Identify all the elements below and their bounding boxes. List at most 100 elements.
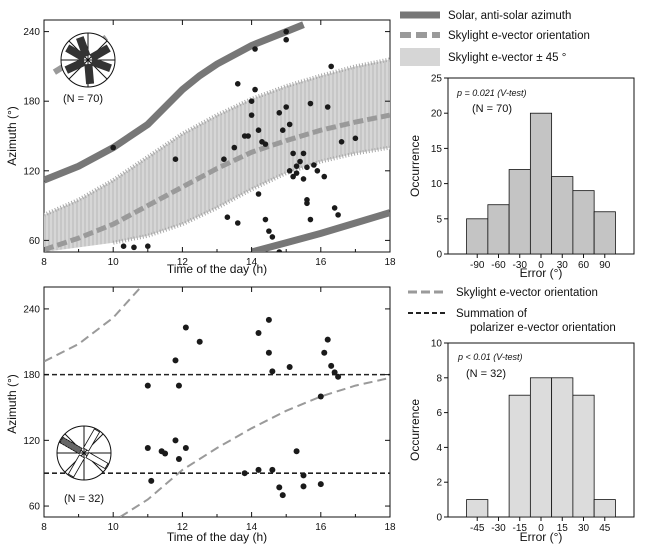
- x-tick-label: 16: [315, 522, 327, 533]
- data-point: [276, 249, 283, 252]
- x-tick-label: 14: [246, 522, 258, 533]
- bottom-scatter-ylabel: Azimuth (°): [5, 374, 19, 433]
- data-point: [265, 349, 272, 356]
- data-point: [262, 216, 269, 223]
- curve-group: [44, 287, 390, 517]
- x-tick-label: -30: [513, 260, 528, 271]
- data-point: [131, 244, 137, 251]
- x-tick-label: -30: [491, 523, 506, 534]
- data-point: [279, 127, 286, 133]
- data-point: [231, 144, 238, 151]
- x-tick-label: 0: [538, 260, 544, 271]
- hist-bar: [572, 394, 595, 518]
- compass-icon: [60, 32, 116, 88]
- y-tick-label: 6: [436, 408, 442, 419]
- bottom-hist-xlabel: Error (°): [520, 530, 563, 544]
- data-point: [234, 220, 241, 226]
- data-point: [255, 191, 262, 197]
- legend-band-label: Skylight e-vector ± 45 °: [448, 52, 566, 64]
- evector-band: [44, 57, 390, 252]
- x-tick-label: 18: [384, 522, 396, 533]
- y-tick-label: 60: [29, 236, 41, 247]
- x-tick-label: 90: [599, 260, 611, 271]
- y-tick-label: 4: [436, 443, 442, 454]
- data-point: [182, 324, 189, 331]
- data-point: [300, 483, 307, 490]
- data-point: [255, 127, 262, 133]
- bottom-scatter-n-label: (N = 32): [64, 493, 104, 505]
- data-point: [317, 481, 324, 488]
- data-point: [245, 133, 251, 139]
- polarizer-compass-icon: [56, 425, 112, 481]
- x-tick-label: 12: [177, 257, 189, 268]
- bottom-hist-panel: -45 -30 -15 0 15 30 45 0 2 4 6 8 10 p < 0.01 (V-test…: [408, 339, 635, 544]
- top-hist-xlabel: Error (°): [520, 266, 563, 280]
- data-point: [331, 369, 338, 376]
- y-tick-label: 15: [431, 144, 443, 155]
- data-point: [265, 316, 272, 323]
- y-tick-label: 120: [23, 436, 40, 447]
- y-tick-label: 0: [436, 250, 442, 261]
- top-scatter-axes: 8 10 12 14 16 18 60 120 180 240: [23, 20, 396, 268]
- data-point: [175, 382, 182, 389]
- bottom-hist-axes: -45 -30 -15 0 15 30 45 0 2 4 6 8 10: [431, 339, 611, 535]
- data-point: [144, 382, 151, 389]
- scatter-points: [144, 316, 342, 499]
- x-tick-label: 60: [578, 260, 590, 271]
- legend-evector-label: Skylight e-vector orientation: [448, 30, 590, 42]
- data-point: [328, 362, 335, 369]
- bottom-scatter-axes: 8 10 12 14 16 18 60 120 180 240: [23, 287, 396, 533]
- hist-bar: [529, 112, 553, 255]
- top-scatter-xlabel: Time of the day (h): [167, 262, 267, 276]
- data-point: [328, 63, 334, 70]
- top-hist-p-label: p = 0.021 (V-test): [456, 88, 526, 98]
- data-point: [279, 492, 286, 499]
- x-tick-label: 15: [557, 523, 569, 534]
- data-point: [321, 173, 328, 180]
- data-point: [241, 470, 248, 477]
- data-point: [283, 104, 290, 110]
- x-tick-label: -60: [491, 260, 506, 271]
- data-point: [307, 100, 314, 107]
- x-tick-label: 18: [384, 257, 396, 268]
- legend-evector2-label: Skylight e-vector orientation: [456, 287, 598, 299]
- data-point: [286, 168, 293, 174]
- data-point: [221, 156, 227, 162]
- data-point: [335, 373, 342, 380]
- data-point: [276, 110, 283, 116]
- x-tick-label: -15: [513, 523, 528, 534]
- data-point: [175, 455, 182, 462]
- top-scatter-ylabel: Azimuth (°): [5, 106, 19, 165]
- top-hist-ylabel: Occurrence: [408, 135, 422, 197]
- data-point: [286, 121, 293, 128]
- data-point: [162, 450, 169, 457]
- y-tick-label: 25: [431, 74, 443, 85]
- data-point: [269, 368, 276, 375]
- y-tick-label: 60: [29, 502, 41, 513]
- data-point: [300, 150, 307, 157]
- x-tick-label: -90: [470, 260, 485, 271]
- y-tick-label: 20: [431, 109, 443, 120]
- x-tick-label: 14: [246, 257, 258, 268]
- legend-polarizer-label-1: Summation of: [456, 308, 528, 320]
- data-point: [307, 216, 314, 223]
- y-tick-label: 0: [436, 513, 442, 524]
- bottom-scatter-xlabel: Time of the day (h): [167, 530, 267, 544]
- data-point: [172, 357, 179, 364]
- y-tick-label: 180: [23, 370, 40, 381]
- legend-solar-label: Solar, anti-solar azimuth: [448, 10, 571, 22]
- x-tick-label: 8: [41, 522, 47, 533]
- top-scatter-panel: 8 10 12 14 16 18 60 120 180 240 (N = 70) Time of …: [5, 19, 396, 276]
- y-tick-label: 5: [436, 214, 442, 225]
- x-tick-label: 16: [315, 257, 327, 268]
- hist-bar: [593, 499, 616, 518]
- data-point: [338, 139, 345, 145]
- evector-line-lower: [119, 376, 390, 517]
- y-tick-label: 8: [436, 373, 442, 384]
- y-tick-label: 240: [23, 27, 40, 38]
- top-hist-axes: -90 -60 -30 0 30 60 90 0 5 10 15 20 25: [431, 74, 611, 272]
- data-point: [255, 330, 262, 336]
- antisolar-azimuth-line: [250, 209, 390, 252]
- hist-bar: [551, 377, 574, 518]
